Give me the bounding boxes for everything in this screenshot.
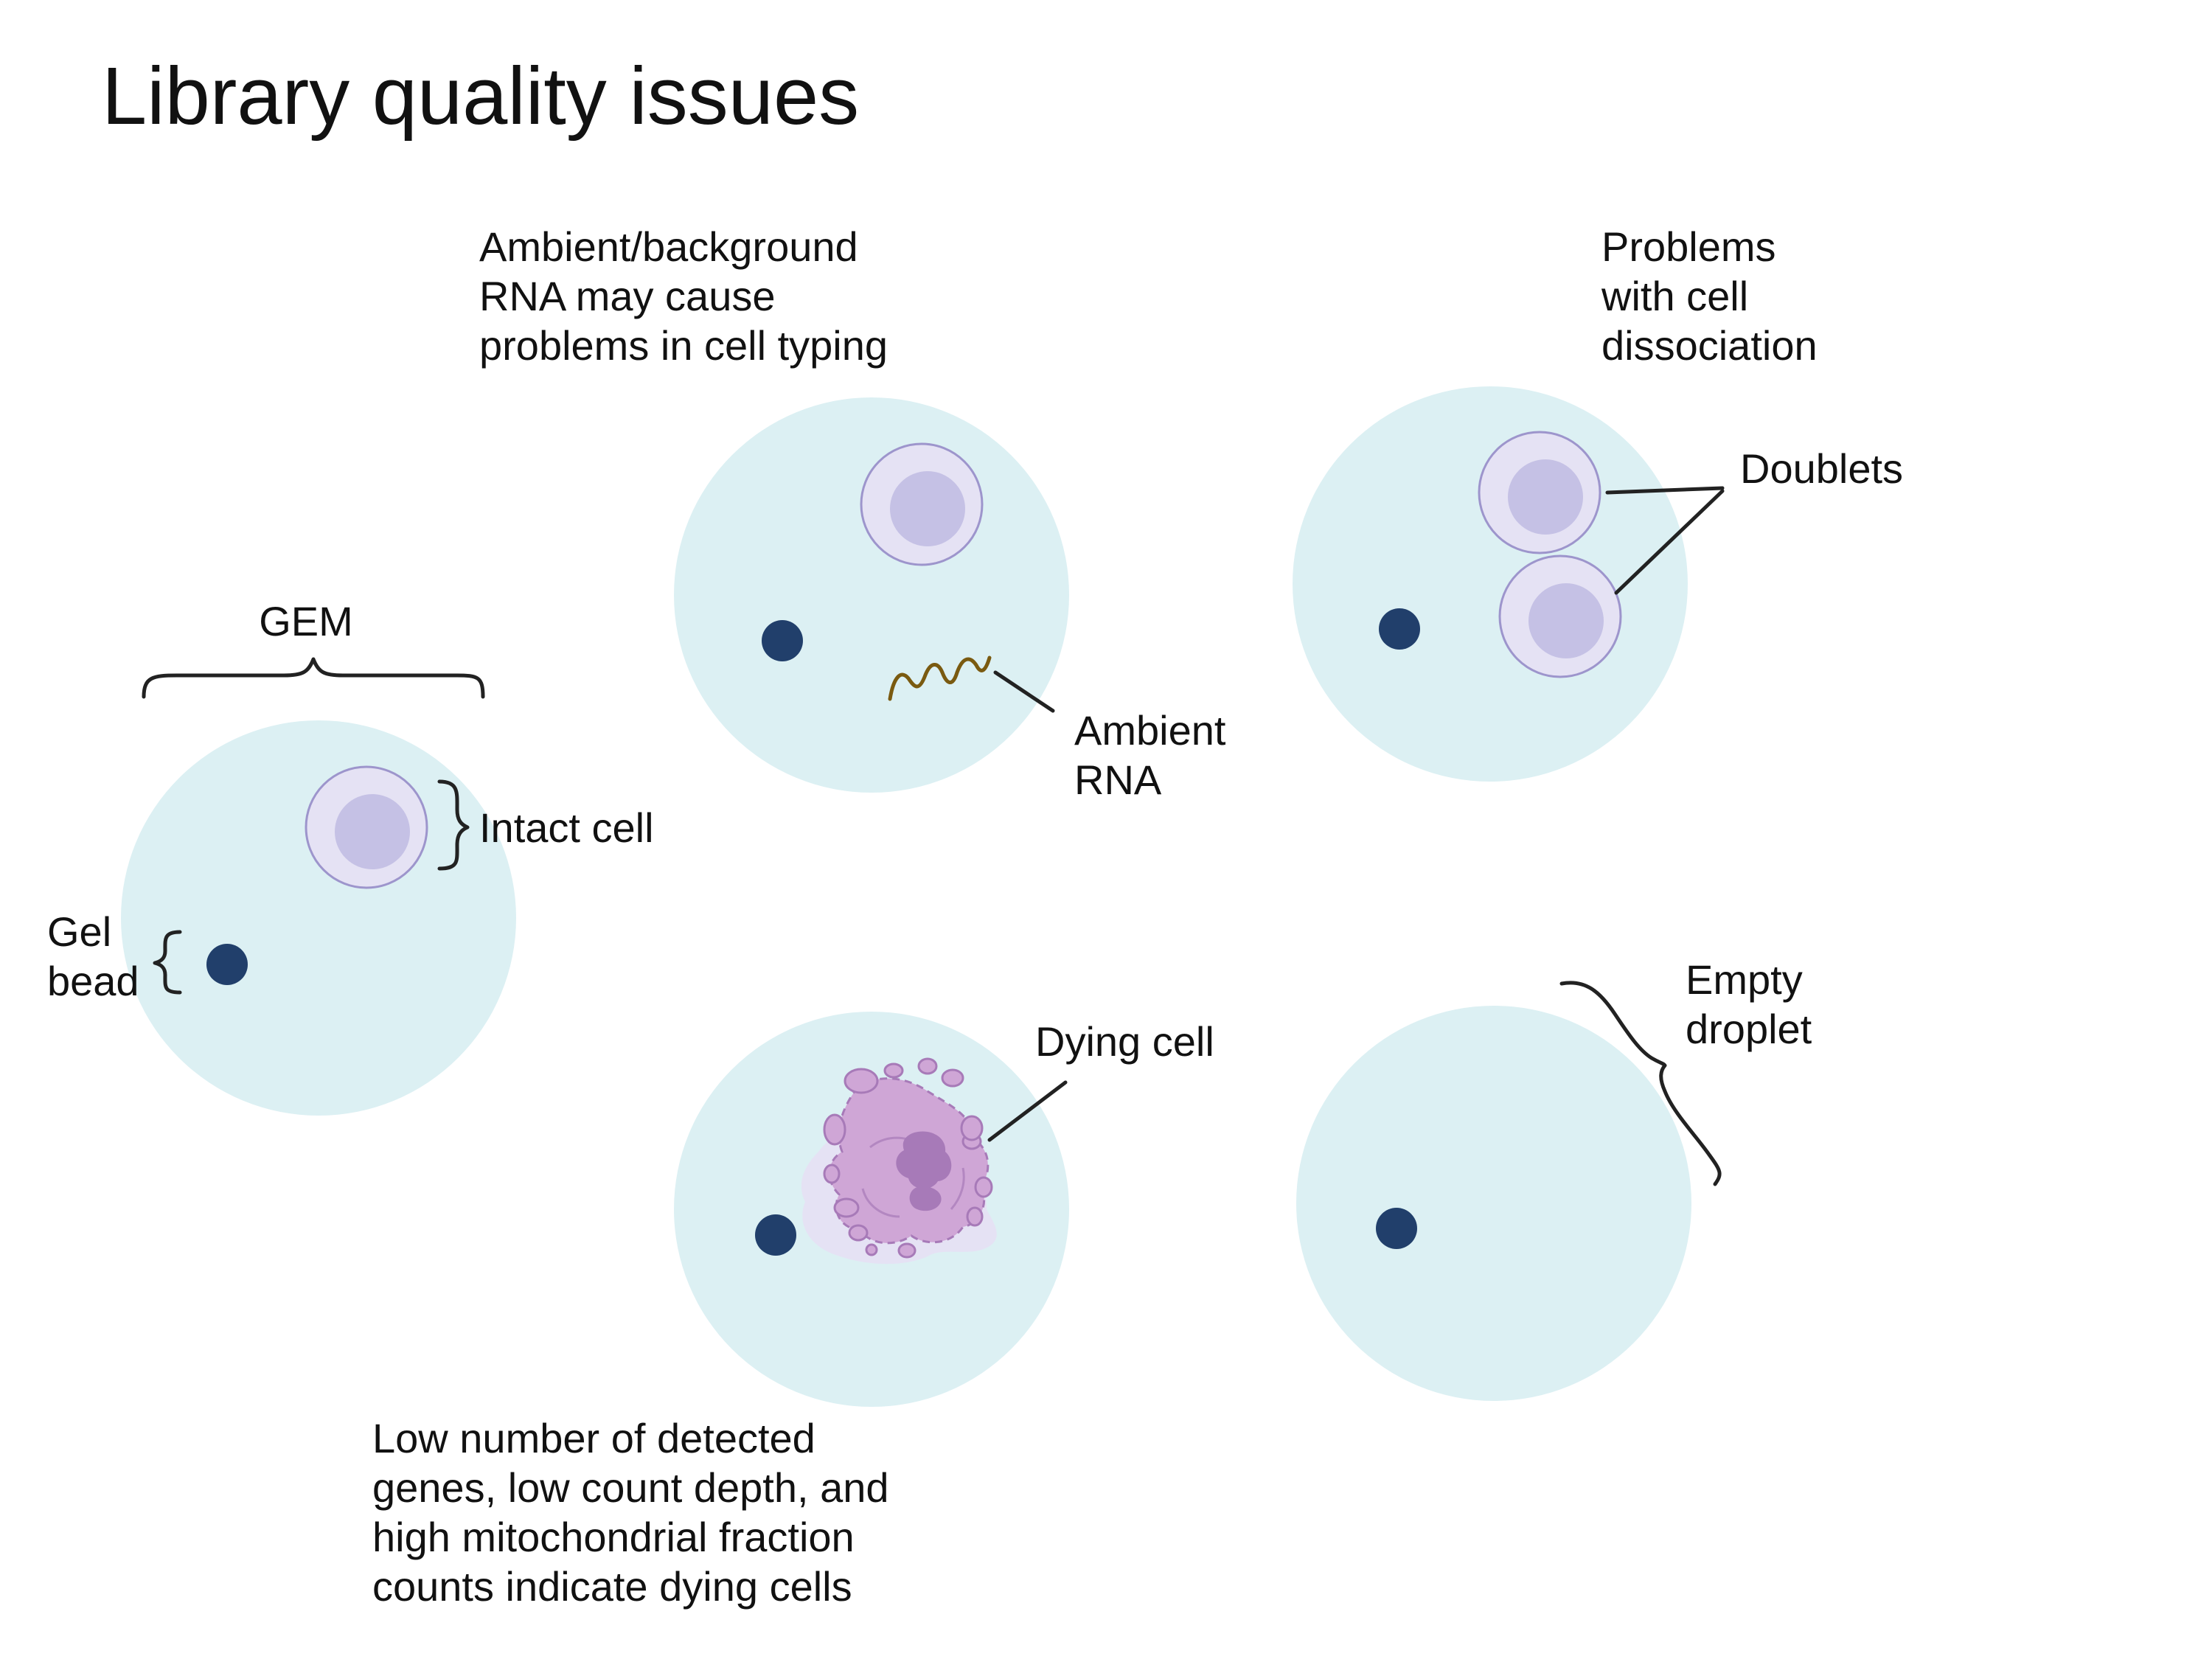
doublet-cell-icon-1 [1478,431,1601,554]
ambient-gel-bead-icon [762,620,803,661]
doublet-gel-bead-icon [1379,608,1420,650]
ambient-rna-label-line-1: Ambient [1074,707,1226,754]
doublet-cell-icon-2 [1498,554,1622,678]
ambient-rna-icon [888,655,992,701]
ambient-rna-leader [993,670,1055,713]
gel-bead-icon [206,944,248,985]
dissociation-caption-line-2: with cell [1601,273,1748,319]
intact-cell-label: Intact cell [479,804,654,851]
dying-caption-line-2: genes, low count depth, and [372,1464,889,1511]
gel-bead-brace [153,930,182,995]
doublets-leader-1 [1605,486,1725,495]
empty-droplet-brace [1559,981,1722,1186]
gem-droplet [121,720,516,1116]
dying-cell-leader [987,1080,1068,1142]
dissociation-caption-line-1: Problems [1601,223,1776,270]
gem-label: GEM [259,598,353,644]
ambient-caption-line-2: RNA may cause [479,273,776,319]
gel-bead-label-line-2: bead [47,958,139,1004]
dissociation-caption-line-3: dissociation [1601,322,1818,369]
doublet-droplet [1293,386,1688,782]
gel-bead-label-line-1: Gel [47,908,111,955]
dying-gel-bead-icon [755,1214,796,1256]
dying-cell-icon [801,1057,997,1265]
ambient-rna-label-line-2: RNA [1074,757,1162,803]
figure-title: Library quality issues [102,51,859,142]
dying-cell-label: Dying cell [1035,1018,1214,1065]
ambient-cell-icon [860,442,984,566]
empty-droplet-label-line-2: droplet [1686,1006,1812,1052]
gem-brace [142,657,485,699]
panel-empty-droplet: Empty droplet [1296,956,1812,1401]
panel-doublets: Doublets Problems with cell dissociation [1293,223,1903,782]
empty-droplet [1296,1006,1691,1401]
dying-caption-line-1: Low number of detected [372,1415,815,1461]
ambient-caption-line-1: Ambient/background [479,223,858,270]
doublets-leader-2 [1614,489,1725,595]
ambient-droplet [674,397,1069,793]
dying-caption-line-3: high mitochondrial fraction [372,1514,855,1560]
doublets-label: Doublets [1740,445,1903,492]
dying-caption-line-4: counts indicate dying cells [372,1563,852,1610]
intact-cell-brace [437,779,470,871]
ambient-caption-line-3: problems in cell typing [479,322,888,369]
panel-dying-cell: Dying cell Low number of detected genes,… [372,1012,1214,1610]
intact-cell-icon [305,765,428,889]
empty-droplet-label-line-1: Empty [1686,956,1803,1003]
panel-intact-gem: GEM Intact cell Gel bead [47,598,654,1116]
empty-gel-bead-icon [1376,1208,1417,1249]
panel-ambient-rna: Ambient RNA Ambient/background RNA may c… [479,223,1226,803]
